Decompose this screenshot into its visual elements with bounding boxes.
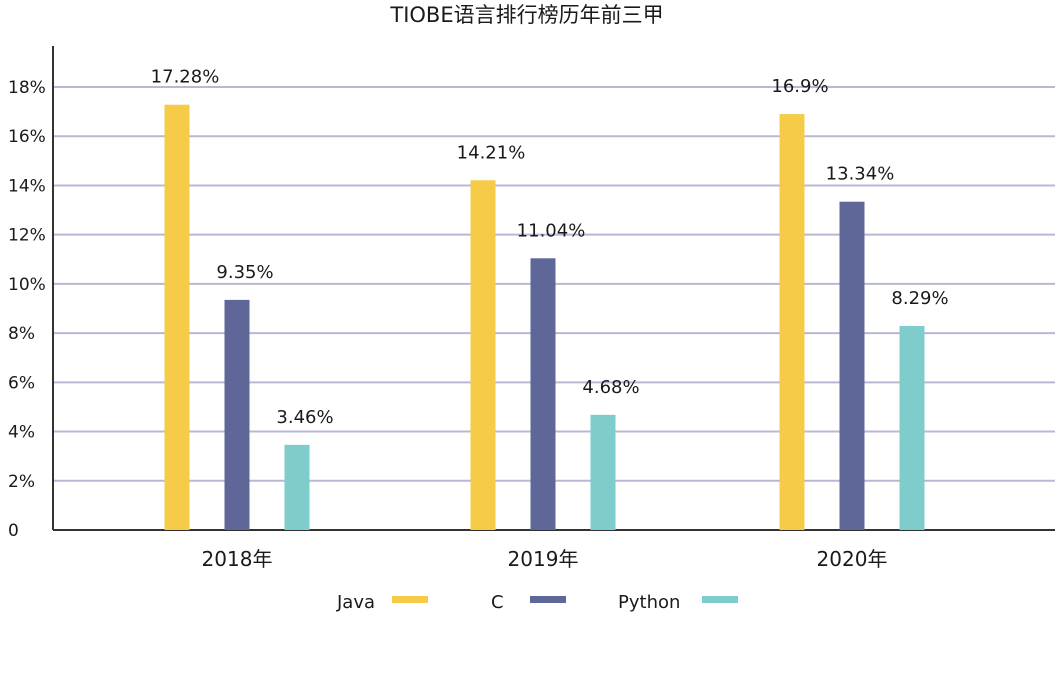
legend-label-python: Python xyxy=(618,592,680,613)
bar-python-3 xyxy=(899,325,925,530)
y-tick-label: 12% xyxy=(8,226,46,246)
data-label: 14.21% xyxy=(457,142,526,163)
y-tick-label: 14% xyxy=(8,176,46,196)
y-tick-label: 16% xyxy=(8,127,46,147)
chart-title: TIOBE语言排行榜历年前三甲 xyxy=(389,3,663,27)
y-tick-label: 10% xyxy=(8,275,46,295)
x-category-label: 2019年 xyxy=(508,547,579,571)
legend-label-java: Java xyxy=(336,592,375,613)
bar-c-2 xyxy=(530,258,556,530)
legend-swatch-java xyxy=(392,596,428,603)
legend-label-c: C xyxy=(491,592,504,613)
legend-swatch-python xyxy=(702,596,738,603)
x-category-label: 2020年 xyxy=(817,547,888,571)
bars xyxy=(164,104,925,531)
data-label: 8.29% xyxy=(891,288,948,309)
data-label: 11.04% xyxy=(517,220,586,241)
bar-java-2 xyxy=(470,180,496,530)
x-category-label: 2018年 xyxy=(202,547,273,571)
bar-c-3 xyxy=(839,201,865,530)
y-tick-labels: 0 2% 4% 6% 8% 10% 12% 14% 16% 18% xyxy=(8,78,46,541)
bar-python-1 xyxy=(284,444,310,530)
y-tick-label: 8% xyxy=(8,324,35,344)
bar-c-1 xyxy=(224,299,250,530)
y-tick-label: 18% xyxy=(8,78,46,98)
x-category-labels: 2018年 2019年 2020年 xyxy=(202,547,888,571)
y-tick-label: 4% xyxy=(8,423,35,443)
data-label: 13.34% xyxy=(826,164,895,185)
data-label: 4.68% xyxy=(582,377,639,398)
legend-swatch-c xyxy=(530,596,566,603)
bar-python-2 xyxy=(590,414,616,530)
data-label: 16.9% xyxy=(771,76,828,97)
legend: Java C Python xyxy=(336,592,738,613)
data-label: 9.35% xyxy=(216,262,273,283)
y-tick-label: 0 xyxy=(8,521,19,541)
bar-java-3 xyxy=(779,114,805,531)
data-label: 17.28% xyxy=(151,67,220,88)
y-tick-label: 6% xyxy=(8,373,35,393)
data-label: 3.46% xyxy=(276,407,333,428)
data-labels: 17.28% 14.21% 16.9% 9.35% 11.04% 13.34% 3.46% 4… xyxy=(151,67,949,428)
bar-java-1 xyxy=(164,104,190,530)
y-tick-label: 2% xyxy=(8,472,35,492)
